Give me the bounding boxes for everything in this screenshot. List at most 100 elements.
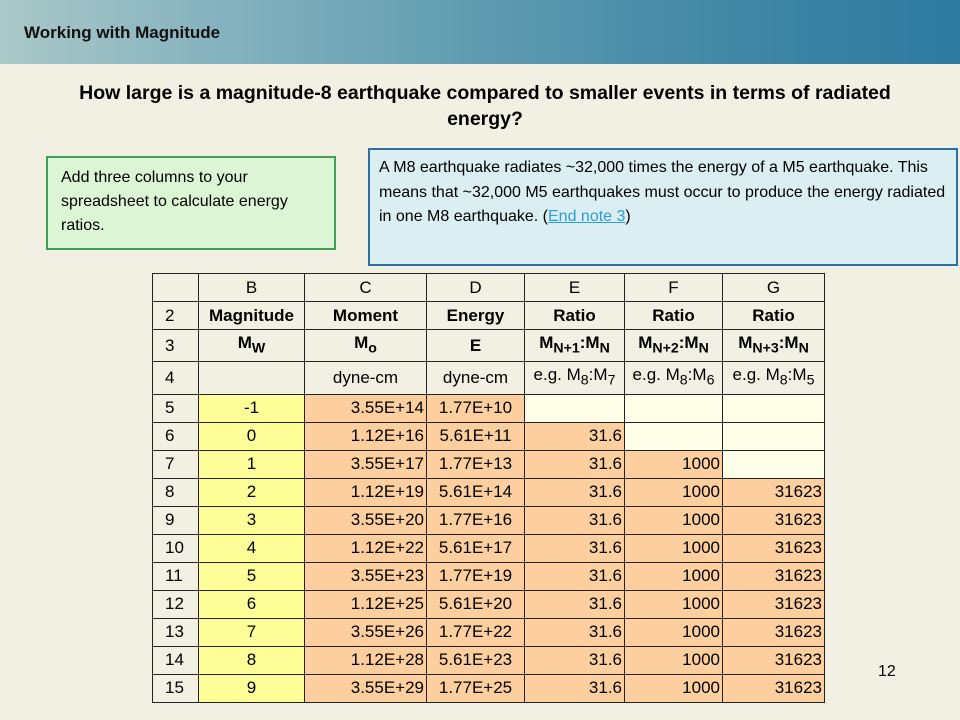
ratio-cell[interactable]: 1000: [624, 673, 723, 703]
moment-cell[interactable]: 3.55E+14: [304, 393, 427, 423]
moment-cell[interactable]: 3.55E+17: [304, 449, 427, 479]
unit-cell[interactable]: e.g. M8:M7: [524, 361, 625, 395]
row-header[interactable]: 5: [152, 393, 199, 423]
magnitude-cell[interactable]: 6: [198, 589, 305, 619]
energy-cell[interactable]: 5.61E+23: [426, 645, 525, 675]
row-header[interactable]: 13: [152, 617, 199, 647]
ratio-cell[interactable]: 1000: [624, 617, 723, 647]
magnitude-cell[interactable]: 4: [198, 533, 305, 563]
row-header[interactable]: 3: [152, 328, 199, 363]
ratio-cell[interactable]: 1000: [624, 505, 723, 535]
ratio-cell[interactable]: 31.6: [524, 421, 625, 451]
label-cell[interactable]: Moment: [304, 301, 427, 330]
moment-cell[interactable]: 1.12E+25: [304, 589, 427, 619]
moment-cell[interactable]: 1.12E+28: [304, 645, 427, 675]
energy-cell[interactable]: 1.77E+10: [426, 393, 525, 423]
column-header-f[interactable]: F: [624, 273, 723, 302]
magnitude-cell[interactable]: -1: [198, 393, 305, 423]
column-header-g[interactable]: G: [722, 273, 825, 302]
symbol-cell[interactable]: MN+3:MN: [722, 328, 825, 363]
moment-cell[interactable]: 3.55E+29: [304, 673, 427, 703]
ratio-cell[interactable]: 31.6: [524, 645, 625, 675]
label-cell[interactable]: Ratio: [524, 301, 625, 330]
energy-cell[interactable]: 1.77E+13: [426, 449, 525, 479]
symbol-cell[interactable]: Mo: [304, 328, 427, 363]
unit-cell[interactable]: dyne-cm: [304, 361, 427, 395]
symbol-cell[interactable]: E: [426, 328, 525, 363]
column-header-c[interactable]: C: [304, 273, 427, 302]
magnitude-cell[interactable]: 3: [198, 505, 305, 535]
moment-cell[interactable]: 3.55E+26: [304, 617, 427, 647]
ratio-cell[interactable]: 1000: [624, 645, 723, 675]
row-header[interactable]: 7: [152, 449, 199, 479]
label-cell[interactable]: Magnitude: [198, 301, 305, 330]
end-note-link[interactable]: End note 3: [548, 208, 626, 225]
row-header[interactable]: 10: [152, 533, 199, 563]
moment-cell[interactable]: 1.12E+16: [304, 421, 427, 451]
ratio-cell[interactable]: 1000: [624, 589, 723, 619]
moment-cell[interactable]: 1.12E+22: [304, 533, 427, 563]
row-header[interactable]: 12: [152, 589, 199, 619]
energy-cell[interactable]: 5.61E+17: [426, 533, 525, 563]
ratio-cell[interactable]: 1000: [624, 449, 723, 479]
ratio-cell[interactable]: [722, 393, 825, 423]
unit-cell[interactable]: e.g. M8:M5: [722, 361, 825, 395]
magnitude-cell[interactable]: 1: [198, 449, 305, 479]
moment-cell[interactable]: 1.12E+19: [304, 477, 427, 507]
row-header[interactable]: 9: [152, 505, 199, 535]
energy-cell[interactable]: 1.77E+16: [426, 505, 525, 535]
ratio-cell[interactable]: 31.6: [524, 589, 625, 619]
ratio-cell[interactable]: 31.6: [524, 673, 625, 703]
row-header[interactable]: 4: [152, 361, 199, 395]
label-cell[interactable]: Ratio: [624, 301, 723, 330]
ratio-cell[interactable]: 31.6: [524, 449, 625, 479]
ratio-cell[interactable]: [624, 421, 723, 451]
ratio-cell[interactable]: 31623: [722, 589, 825, 619]
energy-cell[interactable]: 5.61E+20: [426, 589, 525, 619]
energy-cell[interactable]: 5.61E+14: [426, 477, 525, 507]
row-header[interactable]: 11: [152, 561, 199, 591]
symbol-cell[interactable]: MW: [198, 328, 305, 363]
row-header[interactable]: 15: [152, 673, 199, 703]
magnitude-cell[interactable]: 2: [198, 477, 305, 507]
row-header[interactable]: 2: [152, 301, 199, 330]
ratio-cell[interactable]: 31623: [722, 561, 825, 591]
moment-cell[interactable]: 3.55E+23: [304, 561, 427, 591]
label-cell[interactable]: Ratio: [722, 301, 825, 330]
ratio-cell[interactable]: 31.6: [524, 561, 625, 591]
ratio-cell[interactable]: 1000: [624, 533, 723, 563]
column-header-b[interactable]: B: [198, 273, 305, 302]
energy-cell[interactable]: 5.61E+11: [426, 421, 525, 451]
column-header-d[interactable]: D: [426, 273, 525, 302]
unit-cell[interactable]: e.g. M8:M6: [624, 361, 723, 395]
ratio-cell[interactable]: 31623: [722, 645, 825, 675]
ratio-cell[interactable]: 1000: [624, 561, 723, 591]
ratio-cell[interactable]: [624, 393, 723, 423]
row-header[interactable]: 6: [152, 421, 199, 451]
ratio-cell[interactable]: 1000: [624, 477, 723, 507]
symbol-cell[interactable]: MN+2:MN: [624, 328, 723, 363]
ratio-cell[interactable]: 31.6: [524, 505, 625, 535]
label-cell[interactable]: Energy: [426, 301, 525, 330]
ratio-cell[interactable]: 31.6: [524, 477, 625, 507]
unit-cell[interactable]: dyne-cm: [426, 361, 525, 395]
symbol-cell[interactable]: MN+1:MN: [524, 328, 625, 363]
ratio-cell[interactable]: 31623: [722, 505, 825, 535]
magnitude-cell[interactable]: 5: [198, 561, 305, 591]
column-header-e[interactable]: E: [524, 273, 625, 302]
ratio-cell[interactable]: 31.6: [524, 617, 625, 647]
row-header[interactable]: 8: [152, 477, 199, 507]
ratio-cell[interactable]: [524, 393, 625, 423]
energy-cell[interactable]: 1.77E+25: [426, 673, 525, 703]
magnitude-cell[interactable]: 0: [198, 421, 305, 451]
magnitude-cell[interactable]: 8: [198, 645, 305, 675]
magnitude-cell[interactable]: 7: [198, 617, 305, 647]
unit-cell[interactable]: [198, 361, 305, 395]
ratio-cell[interactable]: 31623: [722, 617, 825, 647]
ratio-cell[interactable]: 31623: [722, 673, 825, 703]
row-header[interactable]: 14: [152, 645, 199, 675]
ratio-cell[interactable]: 31623: [722, 477, 825, 507]
ratio-cell[interactable]: [722, 449, 825, 479]
ratio-cell[interactable]: [722, 421, 825, 451]
magnitude-cell[interactable]: 9: [198, 673, 305, 703]
